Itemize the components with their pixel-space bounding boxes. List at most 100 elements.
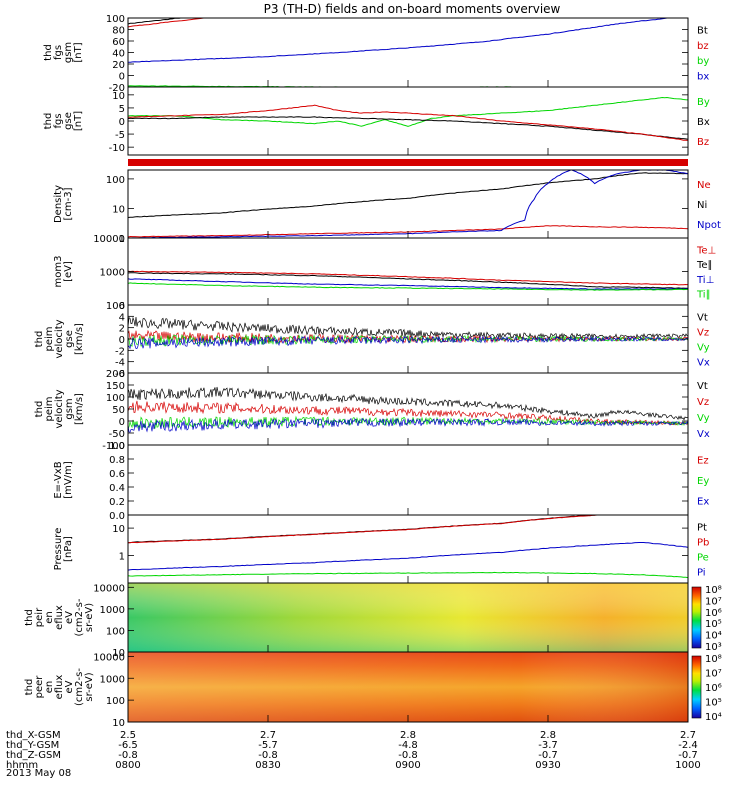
y-tick-label: -2 (115, 346, 125, 357)
legend-Ni: Ni (697, 200, 707, 211)
panel-pressure: 1 10 Pressure [nPa] Pt Pb Pe Pi (53, 514, 709, 584)
ephemeris-value: 2.8 (540, 730, 556, 741)
y-tick-label: 10000 (93, 652, 125, 663)
y-axis-label: eV (64, 611, 75, 624)
y-tick-label: 150 (106, 381, 125, 392)
ephemeris-value: 0800 (115, 760, 140, 771)
y-tick-label: -5 (115, 130, 125, 141)
y-axis-label: mom3 (53, 256, 64, 288)
y-tick-label: 10 (112, 718, 125, 729)
y-axis-label: thd (24, 609, 35, 626)
y-axis-label: [nT] (73, 42, 84, 62)
y-tick-label: 10 (112, 204, 125, 215)
legend-Bt: Bt (697, 26, 708, 37)
y-tick-label: 0 (119, 72, 125, 83)
y-axis-label: sr-eV) (84, 672, 95, 701)
y-axis-label: [nT] (73, 111, 84, 131)
ephemeris-value: -0.7 (678, 750, 698, 761)
plot-title: P3 (TH-D) fields and on-board moments ov… (264, 2, 561, 16)
ephemeris-value: 0930 (535, 760, 560, 771)
ephemeris-label: hhmm (6, 760, 38, 771)
colorbar-tick-label: 10⁸ (705, 654, 722, 665)
legend-Vy: Vy (697, 413, 710, 424)
colorbar-tick-label: 10⁵ (705, 619, 722, 630)
series-Te⊥ (128, 270, 688, 286)
y-tick-label: 0.4 (109, 483, 125, 494)
series-Vt (128, 386, 688, 421)
y-tick-label: 10 (112, 524, 125, 535)
ephemeris-value: 2.7 (680, 730, 696, 741)
ephemeris-value: -2.4 (678, 740, 698, 751)
ephemeris-value: -0.8 (258, 750, 278, 761)
panel-density: 1 10 100 Density [cm-3] Ne Ni Npot (53, 169, 721, 245)
ephemeris-value: -0.7 (538, 750, 558, 761)
y-axis-label: [mV/m] (63, 461, 74, 499)
legend-By: By (697, 97, 710, 108)
y-axis-label: eflux (54, 675, 65, 700)
y-axis-label: fgs (53, 45, 64, 60)
y-axis-label: E=-VxB (53, 461, 64, 498)
y-axis-label: en (44, 611, 55, 624)
legend-Ne: Ne (697, 180, 711, 191)
y-tick-label: 0.8 (109, 455, 125, 466)
y-tick-label: 0.6 (109, 469, 125, 480)
separator-band (128, 159, 688, 166)
y-tick-label: 6 (119, 301, 125, 312)
y-tick-label: 10 (112, 648, 125, 659)
y-axis-label: peim (44, 326, 55, 351)
legend-Ti⊥: Ti⊥ (696, 275, 714, 286)
series-Ni (128, 172, 688, 218)
legend-Bx: Bx (697, 117, 710, 128)
y-axis-label: gse (64, 330, 75, 348)
ephemeris-label: thd_X-GSM (6, 730, 61, 741)
y-axis-label: eV (64, 680, 75, 693)
y-axis-label: sr-eV) (84, 603, 95, 632)
y-axis-label: [eV] (63, 261, 74, 282)
ephemeris-value: -0.8 (118, 750, 138, 761)
ephemeris-value: 2.7 (260, 730, 276, 741)
colorbar (691, 655, 702, 719)
y-tick-label: 1000 (100, 674, 125, 685)
series-Pe (128, 571, 688, 579)
colorbar-tick-label: 10⁷ (705, 596, 722, 607)
y-tick-label: 1 (119, 552, 125, 563)
panel-peer: 10⁴ 10⁵ 10⁶ 10⁷ 10⁸ 10 100 1000 10000 thd peer en ef… (24, 651, 722, 729)
colorbar-tick-label: 10⁴ (705, 631, 722, 642)
y-axis-label: [km/s] (74, 393, 85, 425)
series-Te∥ (128, 272, 688, 289)
series-Vy (128, 415, 688, 429)
y-axis-label: [nPa] (63, 536, 74, 562)
y-axis-label: [km/s] (74, 323, 85, 355)
ephemeris-value: 1000 (675, 760, 700, 771)
y-tick-label: 100 (106, 14, 125, 25)
y-tick-label: 4 (119, 312, 125, 323)
legend-Vt: Vt (697, 381, 708, 392)
y-axis-label: peir (34, 607, 45, 627)
series-Bx (128, 116, 688, 140)
panel-frame (127, 169, 689, 239)
y-tick-label: 1000 (100, 605, 125, 616)
y-axis-label: thd (34, 331, 45, 348)
colorbar-tick-label: 10⁶ (705, 608, 722, 619)
legend-Pe: Pe (697, 553, 709, 564)
y-tick-label: 40 (112, 49, 125, 60)
y-axis-label: velocity (54, 389, 65, 428)
legend-Pb: Pb (697, 538, 709, 549)
ephemeris-value: 0830 (255, 760, 280, 771)
legend-Pi: Pi (697, 568, 706, 579)
legend-Ex: Ex (697, 497, 709, 508)
colorbar-tick-label: 10⁸ (705, 585, 722, 596)
y-tick-label: -10 (109, 143, 125, 154)
y-axis-label: [cm-3] (63, 187, 74, 220)
panel-frame (127, 237, 689, 306)
series-Ti∥ (128, 282, 688, 291)
series-By (128, 96, 688, 127)
y-axis-label: velocity (54, 319, 65, 358)
ephemeris-value: -3.7 (538, 740, 558, 751)
ephemeris-value: -6.5 (118, 740, 138, 751)
